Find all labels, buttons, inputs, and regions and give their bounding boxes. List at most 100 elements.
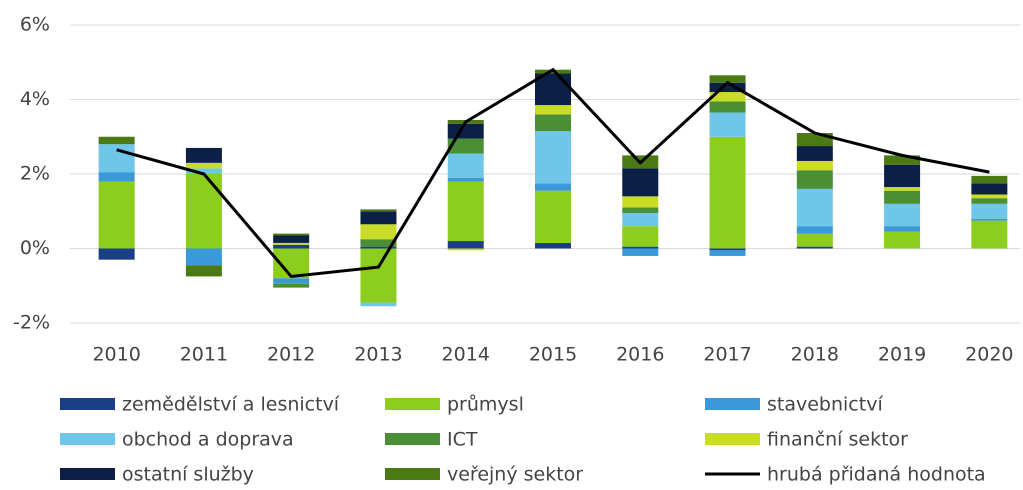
bar-segment — [185, 174, 222, 249]
bar-segment — [360, 239, 397, 247]
bar-segment — [622, 213, 659, 227]
bar-segment — [709, 101, 746, 113]
bar-segment — [185, 162, 222, 169]
bar-segment — [622, 226, 659, 247]
bar-segment — [98, 144, 135, 173]
bar-segment — [273, 278, 310, 284]
y-tick-label: -2% — [13, 312, 50, 334]
legend-label: zemědělství a lesnictví — [122, 394, 340, 416]
bar-segment — [796, 160, 833, 171]
bar-segment — [273, 233, 310, 236]
x-tick-label: 2013 — [354, 344, 402, 366]
line — [116, 67, 990, 279]
bar-segment — [535, 73, 571, 106]
legend-swatch — [385, 433, 440, 445]
bar-segment — [447, 241, 484, 249]
bar-segment — [273, 235, 310, 243]
bar-segment — [447, 248, 484, 251]
bar-segment — [98, 136, 135, 145]
legend-label: finanční sektor — [767, 429, 908, 451]
y-tick-label: 4% — [20, 88, 50, 110]
legend-label: stavebnictví — [767, 394, 883, 416]
bar-segment — [796, 146, 833, 161]
bar-segment — [447, 123, 484, 139]
legend-swatch — [705, 433, 760, 445]
legend-swatch — [60, 468, 115, 480]
bar-segment — [971, 183, 1008, 195]
bar-segment — [98, 172, 135, 182]
bar-segment — [796, 226, 833, 234]
bar-segment — [273, 283, 310, 288]
x-tick-label: 2015 — [529, 344, 577, 366]
bar-segment — [971, 198, 1008, 204]
bar-segment — [709, 75, 746, 83]
x-tick-label: 2016 — [616, 344, 664, 366]
bar-segment — [971, 218, 1008, 221]
legend-swatch — [385, 468, 440, 480]
bar-segment — [709, 112, 746, 137]
legend-swatch — [60, 398, 115, 410]
bar-segment — [273, 244, 310, 249]
bar-segment — [360, 246, 397, 249]
bar-segment — [360, 211, 397, 225]
bar-segment — [796, 188, 833, 227]
bar-segment — [884, 187, 921, 191]
bar-segment — [884, 155, 921, 165]
y-tick-label: 2% — [20, 163, 50, 185]
bar-segment — [98, 181, 135, 249]
bar-segment — [796, 246, 833, 249]
legend-label: ICT — [447, 429, 478, 451]
bar-segment — [535, 105, 571, 115]
bar-segment — [447, 181, 484, 242]
bar-segment — [185, 265, 222, 277]
bar-segment — [971, 175, 1008, 184]
legend-label: průmysl — [447, 394, 524, 416]
bar-segment — [535, 183, 571, 191]
bar-segment — [709, 136, 746, 249]
bar-segment — [98, 248, 135, 260]
bar-segment — [884, 203, 921, 227]
legend-swatch — [385, 398, 440, 410]
bar-segment — [709, 82, 746, 93]
legend-swatch — [60, 433, 115, 445]
legend-label: ostatní služby — [122, 464, 254, 486]
x-tick-label: 2014 — [442, 344, 490, 366]
bar-segment — [360, 224, 397, 240]
legend-label: hrubá přidaná hodnota — [767, 464, 986, 486]
bar-segment — [447, 153, 484, 178]
y-tick-label: 6% — [20, 14, 50, 36]
x-tick-label: 2020 — [965, 344, 1013, 366]
bar-segment — [622, 248, 659, 256]
bar-segment — [709, 92, 746, 102]
bar-segment — [971, 203, 1008, 219]
bar-segment — [185, 248, 222, 266]
x-tick-label: 2010 — [92, 344, 140, 366]
bar-segment — [622, 246, 659, 249]
bar-segment — [360, 209, 397, 212]
bar-segment — [360, 302, 397, 307]
legend-label: obchod a doprava — [122, 429, 294, 451]
bar-segment — [185, 168, 222, 174]
bar-segment — [622, 207, 659, 214]
bar-segment — [273, 242, 310, 245]
bar-segment — [360, 248, 397, 303]
bar-segment — [709, 248, 746, 251]
bar-segment — [796, 233, 833, 247]
bar-segment — [535, 190, 571, 243]
bar-segment — [185, 147, 222, 163]
bar-segment — [535, 242, 571, 249]
bar-segment — [884, 164, 921, 188]
bar-segment — [447, 177, 484, 182]
bar-segment — [796, 170, 833, 189]
x-tick-label: 2017 — [703, 344, 751, 366]
x-tick-label: 2019 — [878, 344, 926, 366]
x-tick-label: 2011 — [180, 344, 228, 366]
bar-segment — [622, 168, 659, 197]
y-tick-label: 0% — [20, 237, 50, 259]
bar-segment — [622, 196, 659, 208]
x-tick-label: 2018 — [791, 344, 839, 366]
bar-segment — [884, 226, 921, 232]
legend-swatch — [705, 398, 760, 410]
bar-segment — [709, 250, 746, 256]
x-tick-label: 2012 — [267, 344, 315, 366]
